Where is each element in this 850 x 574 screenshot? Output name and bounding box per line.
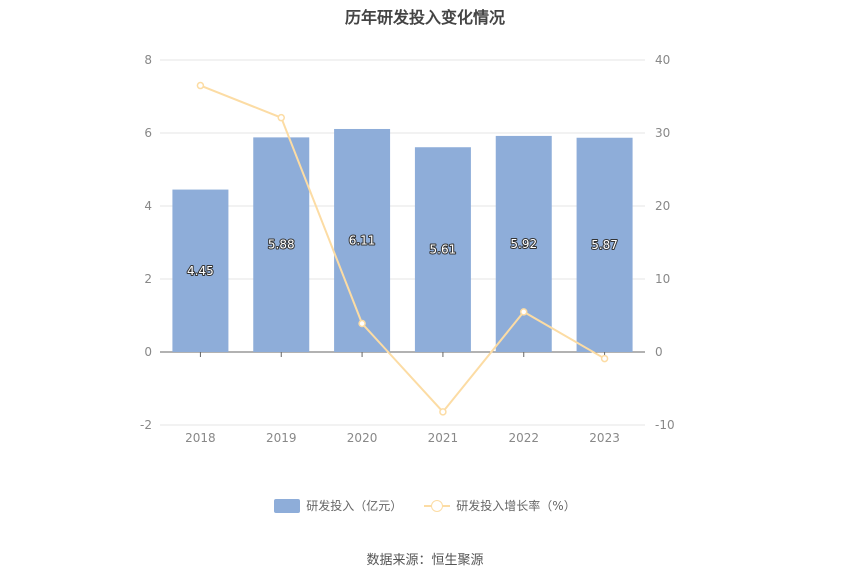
growth-point <box>358 319 366 328</box>
data-labels: 4.45 5.88 6.11 5.61 5.92 5.87 <box>186 232 619 278</box>
bar <box>414 147 471 352</box>
bar-value-label: 5.87 <box>591 238 618 252</box>
bar-value-label: 5.61 <box>430 243 457 257</box>
legend-line-swatch <box>424 499 451 513</box>
line-series <box>196 81 609 416</box>
y-right-tick-label: 10 <box>655 272 670 286</box>
bar-value-label: 4.45 <box>187 264 214 278</box>
axes: -2 0 2 4 6 8 -10 0 10 20 30 40 2018 2019 2020 2021 2022 2… <box>140 53 675 445</box>
chart-title: 历年研发投入变化情况 <box>344 8 505 27</box>
y-right-tick-label: 40 <box>655 53 670 67</box>
legend-item-line[interactable]: 研发投入增长率（%） <box>424 497 576 514</box>
y-left-tick-label: 0 <box>144 345 152 359</box>
y-right-tick-label: 30 <box>655 126 670 140</box>
x-tick-label: 2023 <box>589 431 620 445</box>
growth-point <box>277 113 285 122</box>
y-left-tick-label: -2 <box>140 418 152 432</box>
data-source: 数据来源：恒生聚源 <box>366 553 484 568</box>
y-left-tick-label: 2 <box>144 272 152 286</box>
growth-point <box>196 81 205 90</box>
bar-value-label: 6.11 <box>349 233 376 247</box>
legend: 研发投入（亿元） 研发投入增长率（%） <box>0 497 850 514</box>
x-tick-label: 2021 <box>428 431 459 445</box>
growth-point <box>520 308 528 316</box>
y-right-tick-label: 20 <box>655 199 670 213</box>
bar <box>495 135 552 352</box>
legend-item-bar[interactable]: 研发投入（亿元） <box>274 497 402 514</box>
y-left-tick-label: 6 <box>144 126 152 140</box>
legend-bar-label: 研发投入（亿元） <box>306 499 403 513</box>
bar-value-label: 5.88 <box>268 238 295 252</box>
growth-point <box>439 408 447 416</box>
y-right-tick-label: 0 <box>655 345 663 359</box>
bar-value-label: 5.92 <box>510 237 537 251</box>
bar <box>334 128 391 352</box>
bar-series <box>172 128 633 352</box>
x-tick-label: 2020 <box>347 431 378 445</box>
gridlines <box>160 59 645 426</box>
legend-bar-swatch <box>274 498 301 513</box>
bar <box>172 189 229 352</box>
growth-point <box>600 354 609 363</box>
x-tick-label: 2018 <box>185 431 216 445</box>
x-tick-label: 2022 <box>508 431 539 445</box>
bar <box>576 137 633 352</box>
legend-line-label: 研发投入增长率（%） <box>456 499 576 513</box>
x-tick-label: 2019 <box>266 431 297 445</box>
y-left-tick-label: 8 <box>144 53 152 67</box>
bar <box>253 137 310 352</box>
y-right-tick-label: -10 <box>655 418 675 432</box>
y-left-tick-label: 4 <box>144 199 152 213</box>
growth-line <box>200 84 606 414</box>
